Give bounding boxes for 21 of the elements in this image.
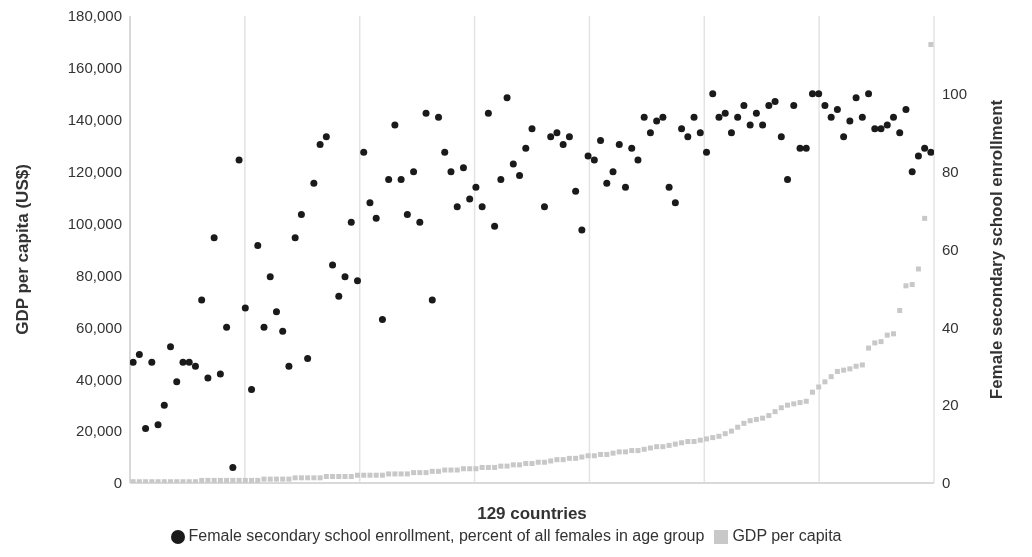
y-tick-label: 40,000 (76, 370, 122, 388)
y2-tick-label: 60 (942, 240, 959, 258)
y-tick-label: 180,000 (67, 7, 122, 25)
legend-label: GDP per capita (732, 527, 842, 544)
y2-tick-label: 40 (942, 318, 959, 336)
y-tick-label: 100,000 (67, 214, 122, 232)
x-axis-title: 129 countries (477, 504, 587, 523)
y2-tick-label: 20 (942, 396, 959, 414)
y2-tick-label: 0 (942, 474, 951, 492)
y-tick-label: 20,000 (76, 422, 122, 440)
y2-tick-label: 100 (942, 85, 968, 103)
y-tick-label: 60,000 (76, 318, 122, 336)
legend-label: Female secondary school enrollment, percent of all females in age group (188, 527, 705, 544)
y-tick-label: 80,000 (76, 266, 122, 284)
y-tick-label: 160,000 (67, 59, 122, 77)
y-tick-label: 120,000 (67, 162, 122, 180)
y-tick-label: 0 (113, 474, 122, 492)
y-axis-title: GDP per capita (US$) (13, 164, 33, 335)
y-tick-label: 140,000 (67, 111, 122, 129)
y2-axis-title: Female secondary school enrollment (987, 99, 1007, 400)
y2-tick-label: 80 (942, 162, 959, 180)
